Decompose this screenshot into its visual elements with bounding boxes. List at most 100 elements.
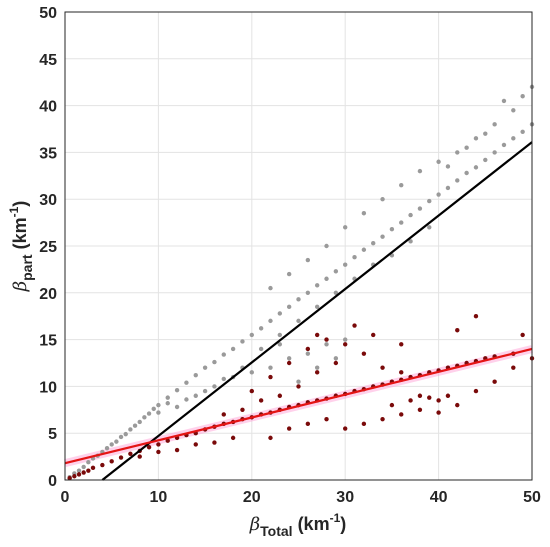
data-point — [305, 290, 311, 295]
data-point — [114, 439, 119, 444]
data-point — [408, 212, 413, 218]
data-point — [268, 365, 273, 370]
data-point — [128, 427, 133, 432]
data-point — [156, 449, 161, 455]
data-point — [118, 434, 124, 440]
data-point — [268, 374, 273, 380]
data-point — [249, 370, 254, 375]
data-point — [455, 402, 460, 408]
data-point — [221, 412, 226, 417]
data-point — [193, 393, 198, 398]
data-point — [436, 410, 441, 415]
y-tick-label: 50 — [39, 5, 57, 22]
data-point — [361, 211, 367, 216]
data-point — [324, 416, 329, 422]
data-point — [296, 297, 301, 302]
series-gray-points — [67, 84, 535, 480]
data-point — [511, 365, 516, 370]
data-point — [333, 290, 339, 295]
data-point — [473, 136, 479, 141]
data-point — [109, 459, 114, 464]
data-point — [230, 346, 236, 352]
data-point — [520, 94, 525, 99]
fit-line — [64, 347, 533, 465]
data-point — [86, 460, 91, 465]
data-point — [371, 332, 376, 338]
data-point — [361, 421, 367, 427]
data-point — [81, 470, 86, 475]
data-point — [436, 159, 441, 164]
data-point — [277, 332, 283, 338]
data-point — [258, 326, 264, 331]
data-point — [520, 129, 525, 135]
data-point — [324, 243, 329, 249]
data-point — [501, 98, 507, 104]
y-tick-label: 45 — [39, 52, 57, 69]
data-point — [286, 304, 292, 310]
y-tick-label: 40 — [39, 99, 57, 116]
data-point — [90, 465, 96, 471]
data-point — [249, 332, 254, 338]
data-point — [202, 388, 208, 394]
data-point — [399, 370, 404, 375]
data-point — [230, 435, 236, 441]
data-point — [380, 416, 385, 422]
data-point — [417, 206, 423, 211]
data-point — [174, 404, 180, 410]
y-tick-label: 20 — [39, 286, 57, 303]
data-point — [174, 447, 180, 453]
data-point — [511, 108, 516, 113]
data-point — [132, 423, 138, 428]
data-point — [352, 255, 357, 260]
data-point — [277, 342, 283, 347]
data-point — [501, 142, 507, 148]
data-point — [343, 342, 348, 347]
data-point — [249, 388, 254, 394]
data-point — [76, 468, 82, 473]
data-point — [305, 351, 311, 356]
y-tick-label: 35 — [39, 145, 57, 162]
data-point — [333, 269, 339, 274]
data-point — [399, 220, 404, 225]
data-point — [464, 145, 469, 150]
data-point — [86, 468, 91, 473]
data-point — [314, 365, 320, 370]
data-point — [427, 225, 432, 230]
data-point — [464, 170, 469, 176]
y-tick-label: 30 — [39, 192, 57, 209]
data-point — [123, 431, 128, 437]
data-point — [314, 370, 320, 375]
data-point — [492, 379, 497, 384]
data-point — [427, 198, 432, 204]
data-point — [371, 240, 376, 246]
data-point — [174, 387, 180, 393]
data-point — [314, 332, 320, 338]
data-point — [399, 182, 404, 188]
data-point — [212, 384, 217, 389]
data-point — [104, 445, 110, 451]
data-point — [156, 410, 161, 415]
data-point — [100, 462, 105, 468]
data-point — [399, 342, 404, 347]
data-point — [81, 464, 86, 470]
x-tick-label: 40 — [430, 489, 448, 506]
data-point — [492, 122, 497, 127]
data-point — [296, 318, 301, 324]
y-tick-label: 5 — [48, 426, 57, 443]
data-point — [165, 438, 170, 443]
x-tick-labels: 0 10 20 30 40 50 — [61, 489, 541, 506]
y-tick-label: 15 — [39, 333, 57, 350]
data-point — [67, 475, 72, 481]
data-point — [445, 164, 451, 169]
data-point — [137, 419, 142, 425]
x-axis-label: βTotal (km-1) — [249, 511, 347, 539]
plot-frame — [64, 11, 533, 481]
data-point — [202, 365, 208, 370]
data-point — [380, 197, 385, 202]
data-point — [305, 346, 311, 352]
data-point — [314, 304, 320, 310]
data-point — [361, 247, 367, 252]
data-point — [361, 351, 367, 356]
data-point — [352, 323, 357, 328]
data-point — [109, 442, 114, 447]
